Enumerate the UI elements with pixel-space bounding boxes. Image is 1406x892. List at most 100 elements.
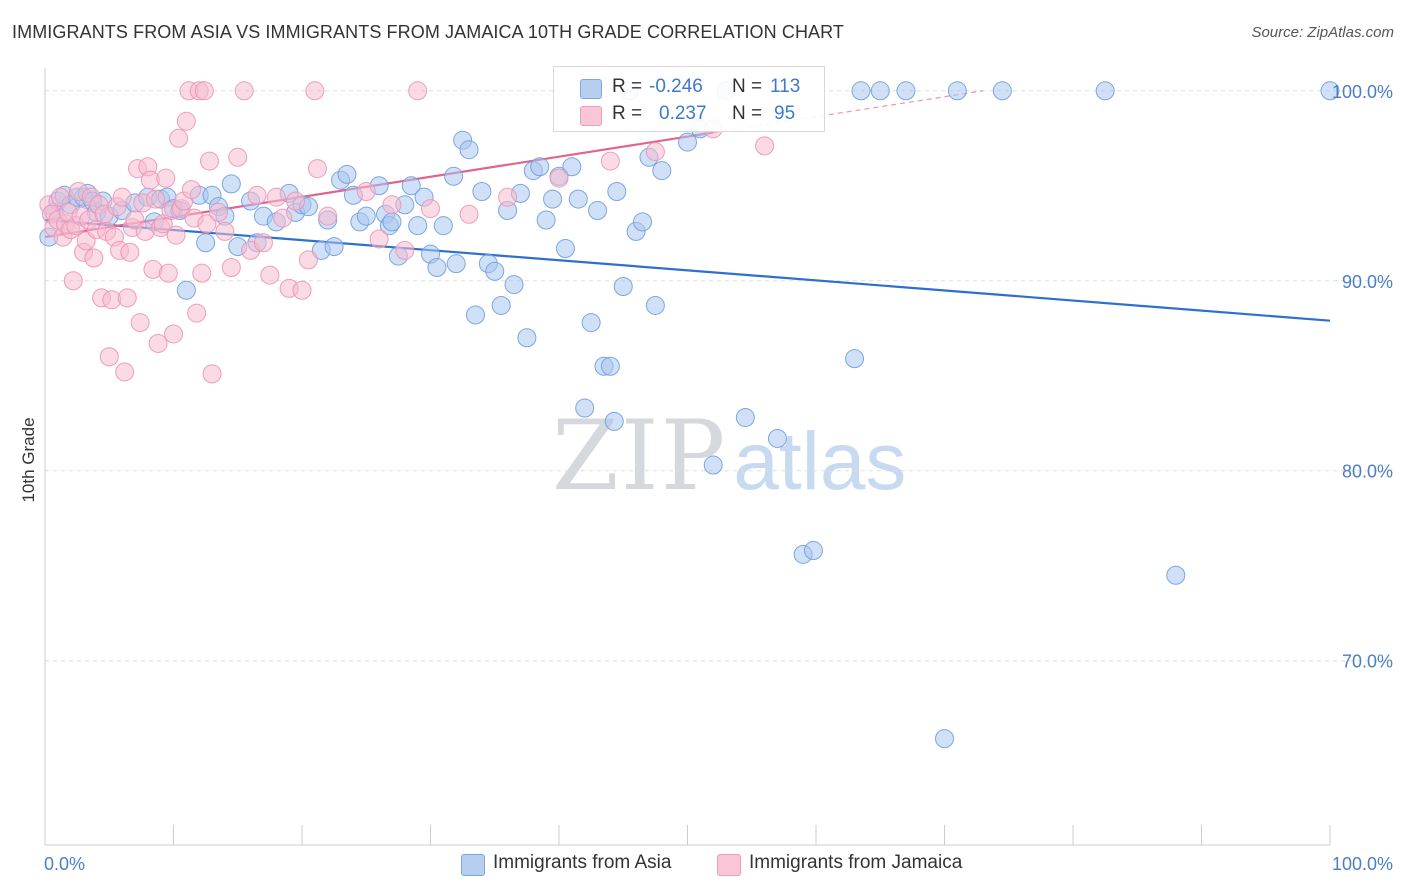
watermark-atlas: atlas [733, 416, 907, 507]
jamaica-point [369, 229, 389, 249]
asia-point [504, 275, 524, 295]
jamaica-point [148, 333, 168, 353]
asia-point [337, 164, 357, 184]
asia-point [645, 295, 665, 315]
jamaica-point [199, 151, 219, 171]
jamaica-point [395, 240, 415, 260]
jamaica-point [208, 202, 228, 222]
asia-point [678, 132, 697, 152]
legend-r-value-jamaica: 0.237 [659, 103, 707, 124]
asia-point [735, 408, 755, 428]
legend-n-value-asia: 113 [770, 76, 801, 97]
asia-point [803, 541, 823, 561]
asia-point [459, 140, 479, 160]
jamaica-point [120, 242, 140, 262]
jamaica-point [307, 159, 327, 179]
jamaica-point [194, 81, 214, 101]
legend-n-value-jamaica: 95 [774, 103, 796, 124]
jamaica-point [130, 313, 150, 333]
asia-point [196, 233, 216, 253]
jamaica-point [187, 303, 207, 323]
asia-point [896, 81, 916, 101]
jamaica-point [755, 136, 775, 156]
asia-point [935, 729, 954, 749]
jamaica-point [234, 81, 254, 101]
legend-r-label-jamaica: R = [612, 103, 643, 124]
jamaica-point [421, 199, 440, 219]
asia-point [517, 328, 537, 348]
asia-point [652, 161, 672, 181]
asia-point [604, 411, 624, 431]
jamaica-point [273, 208, 293, 228]
jamaica-point [192, 263, 212, 283]
asia-point [851, 81, 871, 101]
asia-point [947, 81, 967, 101]
asia-point [588, 200, 608, 220]
jamaica-point [247, 185, 267, 205]
asia-point [992, 81, 1012, 101]
asia-point [1095, 81, 1115, 101]
jamaica-point [253, 233, 273, 253]
legend-n-label-jamaica: N = [732, 103, 763, 124]
asia-point [324, 237, 344, 257]
grid-lines [45, 90, 1392, 662]
jamaica-point [50, 187, 70, 207]
asia-point [575, 398, 595, 418]
y-axis-label: 10th Grade [19, 417, 38, 502]
jamaica-point [356, 181, 376, 201]
y-tick-label: 100.0% [1332, 82, 1393, 102]
asia-point [433, 216, 453, 236]
jamaica-point [112, 187, 132, 207]
jamaica-point [260, 265, 280, 285]
jamaica-point [158, 263, 178, 283]
jamaica-point [600, 151, 620, 171]
asia-point [767, 428, 787, 448]
asia-point [543, 189, 563, 209]
asia-point [870, 81, 890, 101]
series-swatch-asia [461, 854, 485, 876]
chart-title: IMMIGRANTS FROM ASIA VS IMMIGRANTS FROM … [12, 22, 845, 42]
asia-point [408, 216, 428, 236]
y-tick-label: 90.0% [1342, 272, 1393, 292]
asia-point [401, 176, 421, 196]
source-attribution: Source: ZipAtlas.com [1251, 24, 1394, 41]
asia-point [382, 212, 402, 232]
jamaica-point [292, 280, 312, 300]
y-tick-label: 80.0% [1342, 462, 1393, 482]
legend-swatch-asia [580, 79, 602, 99]
jamaica-point [117, 288, 137, 308]
jamaica-point [318, 206, 338, 226]
legend-r-value-asia: -0.246 [649, 76, 703, 97]
asia-point [444, 166, 464, 186]
asia-point [633, 212, 653, 232]
tick-labels: 100.0% 90.0% 80.0% 70.0% 0.0% 100.0% [44, 82, 1393, 874]
asia-point [562, 157, 582, 177]
asia-point [1320, 81, 1340, 101]
jamaica-point [169, 128, 189, 148]
asia-point [1166, 565, 1186, 585]
jamaica-point [176, 111, 196, 131]
jamaica-point [197, 214, 217, 234]
asia-point [613, 276, 633, 296]
legend-r-label-asia: R = [612, 76, 643, 97]
legend-swatch-jamaica [580, 106, 602, 126]
asia-point [356, 206, 376, 226]
series-label-jamaica: Immigrants from Jamaica [749, 852, 963, 873]
jamaica-point [549, 168, 569, 188]
jamaica-point [181, 180, 201, 200]
jamaica-point [266, 187, 286, 207]
legend-row-jamaica: R = 0.237 N = 95 [554, 100, 824, 130]
asia-point [221, 174, 241, 194]
data-points [39, 81, 1340, 749]
watermark-zip: ZIP [552, 400, 728, 512]
series-legend: Immigrants from Asia Immigrants from Jam… [0, 851, 1406, 879]
jamaica-point [164, 324, 183, 344]
asia-point [536, 210, 556, 230]
jamaica-point [146, 189, 166, 209]
asia-point [530, 157, 550, 177]
jamaica-point [498, 187, 518, 207]
asia-point [465, 305, 485, 325]
asia-point [427, 257, 447, 277]
asia-point [703, 455, 723, 475]
